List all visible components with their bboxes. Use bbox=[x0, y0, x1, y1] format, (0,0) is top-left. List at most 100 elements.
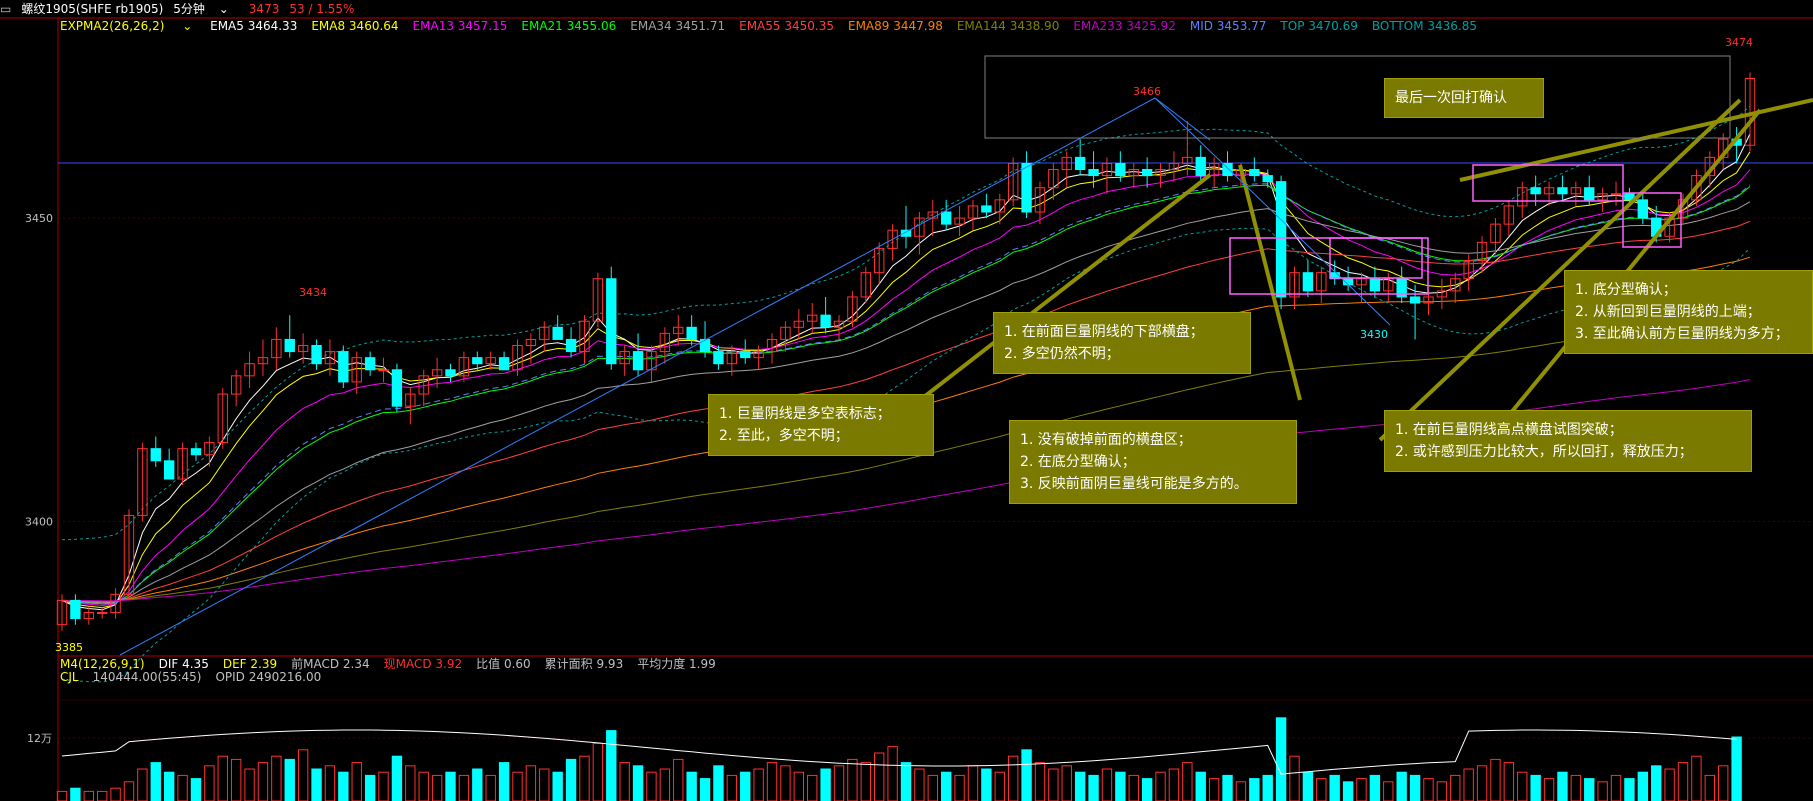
candle-body bbox=[1543, 187, 1555, 195]
ema-legend-item-11: BOTTOM 3436.85 bbox=[1371, 19, 1478, 33]
trendline-short bbox=[1154, 97, 1211, 141]
candle-body bbox=[83, 612, 94, 620]
volume-bar bbox=[1436, 781, 1448, 801]
volume-bar bbox=[632, 765, 644, 801]
candle-body bbox=[1691, 175, 1702, 201]
volume-bar bbox=[1409, 774, 1421, 801]
volume-bar bbox=[1490, 758, 1501, 801]
candle-body bbox=[1369, 278, 1381, 292]
volume-bar bbox=[592, 742, 604, 801]
volume-bar bbox=[485, 774, 496, 801]
candle-body bbox=[900, 229, 912, 237]
volume-bar bbox=[1517, 771, 1528, 801]
candle-body bbox=[217, 393, 228, 444]
volume-bar bbox=[565, 758, 577, 801]
candle-body bbox=[110, 593, 121, 614]
volume-bar bbox=[1088, 774, 1099, 801]
candle-body bbox=[1074, 156, 1086, 171]
candle-body bbox=[1262, 175, 1273, 183]
candle-body bbox=[766, 338, 778, 353]
volume-bar bbox=[1302, 771, 1314, 801]
volume-bar bbox=[1048, 768, 1059, 801]
candle-body bbox=[833, 320, 845, 328]
volume-bar bbox=[512, 771, 523, 801]
volume-bar bbox=[378, 771, 389, 801]
volume-bar bbox=[1195, 771, 1206, 801]
volume-bar bbox=[123, 781, 135, 801]
volume-legend-item-1: 140444.00(55:45) bbox=[92, 670, 202, 684]
candle-body bbox=[579, 320, 590, 353]
ema-legend-item-0: EMA5 3464.33 bbox=[210, 19, 298, 33]
volume-bar bbox=[324, 765, 336, 801]
candle-body bbox=[753, 351, 764, 359]
candle-body bbox=[405, 393, 416, 407]
candle-body bbox=[418, 375, 429, 395]
annotation-bull-confirm: 1. 底分型确认； 2. 从新回到巨量阴线的上端； 3. 至此确认前方巨量阴线为… bbox=[1564, 270, 1813, 354]
annotation-line: 1. 巨量阴线是多空表标志； bbox=[719, 406, 891, 422]
ema-legend: EXPMA2(26,26,2) ⌄ EMA5 3464.33 EMA8 3460.… bbox=[60, 17, 1491, 35]
volume-bar bbox=[1543, 778, 1555, 801]
volume-bar bbox=[472, 768, 483, 801]
volume-bar bbox=[1597, 781, 1608, 801]
period-dropdown[interactable]: 5分钟 ⌄ bbox=[173, 2, 239, 16]
volume-bar bbox=[1222, 774, 1233, 801]
candle-body bbox=[1195, 156, 1206, 177]
volume-bar bbox=[351, 762, 362, 801]
annotation-line: 1. 底分型确认； bbox=[1575, 282, 1677, 298]
candle-body bbox=[860, 272, 871, 298]
candle-body bbox=[1182, 156, 1193, 164]
candle-body bbox=[686, 326, 697, 340]
candle-body bbox=[1034, 187, 1046, 213]
annotation-line: 1. 在前巨量阴线高点横盘试图突破； bbox=[1395, 422, 1623, 438]
volume-bar bbox=[244, 768, 255, 801]
price-marker-low_tag: 3385 bbox=[55, 641, 83, 654]
volume-bar bbox=[525, 765, 537, 801]
candle-body bbox=[1115, 162, 1126, 177]
candle-body bbox=[351, 357, 362, 383]
candle-body bbox=[297, 345, 309, 353]
candle-body bbox=[391, 369, 403, 407]
candle-body bbox=[1436, 290, 1448, 298]
candle-body bbox=[632, 351, 644, 371]
candle-body bbox=[1101, 162, 1113, 177]
macd-legend-item-5: 比值 0.60 bbox=[476, 657, 531, 671]
ema-legend-item-4: EMA34 3451.71 bbox=[630, 19, 726, 33]
ema-legend-item-6: EMA89 3447.98 bbox=[847, 19, 943, 33]
volume-bar bbox=[1718, 765, 1729, 801]
candle-body bbox=[954, 217, 965, 225]
annotation-line: 2. 至此，多空不明； bbox=[719, 428, 849, 444]
volume-bar bbox=[1235, 781, 1247, 801]
price-marker-p3434: 3434 bbox=[299, 286, 327, 299]
candle-body bbox=[1530, 187, 1541, 195]
indicator-name[interactable]: EXPMA2(26,26,2) ⌄ bbox=[60, 19, 193, 33]
volume-axis-label: 12万 bbox=[27, 732, 52, 745]
candle-body bbox=[204, 442, 215, 456]
ema-legend-item-5: EMA55 3450.35 bbox=[739, 19, 834, 33]
candle-body bbox=[1637, 199, 1649, 219]
annotation-pointer-line bbox=[1378, 98, 1742, 442]
volume-bar bbox=[1342, 781, 1354, 801]
price-marker-p3474: 3474 bbox=[1725, 36, 1753, 49]
volume-bar bbox=[1101, 768, 1113, 801]
candle-body bbox=[673, 326, 684, 334]
symbol-label: 螺纹1905(SHFE rb1905) bbox=[21, 2, 164, 16]
volume-bar bbox=[1034, 762, 1046, 801]
annotation-pointer-line bbox=[918, 173, 1212, 402]
annotation-line: 1. 没有破掉前面的横盘区； bbox=[1020, 432, 1192, 448]
annotation-lower-consolidation: 1. 在前面巨量阴线的下部横盘； 2. 多空仍然不明； bbox=[993, 312, 1251, 374]
volume-bar bbox=[1664, 768, 1675, 801]
volume-bar bbox=[445, 771, 456, 801]
volume-bar bbox=[619, 762, 630, 801]
title-bar: ▭ 螺纹1905(SHFE rb1905) 5分钟 ⌄ 3473 53 / 1.55% bbox=[0, 0, 1813, 18]
annotation-line: 2. 从新回到巨量阴线的上端； bbox=[1575, 304, 1761, 320]
candle-body bbox=[552, 326, 563, 340]
volume-bar bbox=[539, 768, 550, 801]
candle-body bbox=[726, 351, 738, 365]
candle-body bbox=[150, 448, 161, 462]
volume-bar bbox=[646, 771, 657, 801]
candle-body bbox=[659, 332, 671, 353]
volume-bar bbox=[1356, 778, 1367, 801]
volume-bar bbox=[941, 771, 952, 801]
trendline-down bbox=[1154, 97, 1391, 326]
